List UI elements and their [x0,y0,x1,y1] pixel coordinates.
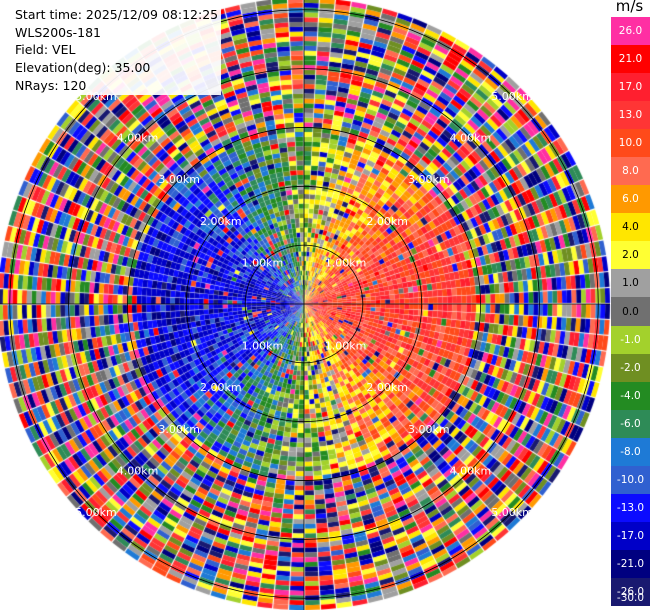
colorbar-tick-label: 21.0 [618,53,643,66]
range-ring-label: 4.00km [450,464,492,477]
colorbar-band [611,73,650,102]
colorbar-tick-label: -26.0 [616,585,645,598]
colorbar-band [611,17,650,46]
colorbar-tick-label: 6.0 [622,193,639,206]
colorbar-tick-label: 0.0 [622,305,639,318]
colorbar: 26.0 21.0 17.0 13.0 10.0 8.0 6.0 4.0 2.0 1.0 0.0 -1… [611,17,650,607]
colorbar-title: m/s [615,0,644,15]
colorbar-tick-label: 4.0 [622,221,639,234]
colorbar-tick-label: 8.0 [622,165,639,178]
colorbar-tick-label: 17.0 [618,81,643,94]
colorbar-band [611,493,650,523]
colorbar-tick-label: 1.0 [622,277,639,290]
range-ring-label: 4.00km [117,464,159,477]
field-text: Field: VEL [15,42,76,58]
range-ring-label: 1.00km [325,256,367,269]
colorbar-band [611,465,650,495]
colorbar-tick-label: -2.0 [620,361,641,374]
colorbar-band [611,101,650,130]
colorbar-tick-label: 13.0 [618,109,643,122]
colorbar-band [611,409,650,439]
elevation-text: Elevation(deg): 35.00 [15,60,151,76]
colorbar-band [611,129,650,158]
colorbar-band [611,241,650,270]
colorbar-band [611,549,650,579]
colorbar-tick-label: -4.0 [620,389,641,402]
range-ring-label: 2.00km [366,381,408,394]
range-ring-label: 1.00km [242,340,284,353]
range-ring-label: 5.00km [491,90,533,103]
colorbar-band [611,45,650,74]
colorbar-tick-label: 2.0 [622,249,639,262]
range-ring-label: 2.00km [200,381,242,394]
colorbar-band [611,521,650,551]
colorbar-band [611,577,650,607]
colorbar-tick-label: -6.0 [620,417,641,430]
start-time-text: Start time: 2025/12/09 08:12:25 [15,7,219,22]
colorbar-band [611,185,650,214]
colorbar-tick-label: -1.0 [620,333,641,346]
nrays-text: NRays: 120 [15,77,87,93]
range-ring-label: 1.00km [325,340,367,353]
colorbar-tick-label: -17.0 [616,529,645,542]
colorbar-band [611,269,650,298]
station-text: WLS200s-181 [15,24,101,40]
range-ring-label: 4.00km [450,132,492,145]
colorbar-band [611,437,650,467]
colorbar-tick-label: 26.0 [618,25,643,38]
range-ring-label: 2.00km [366,215,408,228]
colorbar-tick-label: -30.0 [616,592,645,604]
colorbar-tick-label: -10.0 [616,473,645,486]
colorbar-band [611,381,650,411]
colorbar-tick-label: -21.0 [616,557,645,570]
range-ring-label: 5.00km [491,506,533,519]
colorbar-tick-label: 10.0 [618,137,643,150]
colorbar-band [611,213,650,242]
range-ring-label: 2.00km [200,215,242,228]
range-ring-label: 3.00km [408,173,450,186]
info-panel: Start time: 2025/12/09 08:12:25 WLS200s-… [12,6,222,95]
colorbar-band [611,157,650,186]
colorbar-band [611,325,650,355]
colorbar-band [611,297,650,327]
colorbar-tick-label: -13.0 [616,501,645,514]
range-ring-label: 5.00km [75,506,117,519]
range-ring-label: 4.00km [117,132,159,145]
colorbar-band [611,353,650,383]
range-ring-label: 1.00km [242,256,284,269]
range-ring-label: 3.00km [158,173,200,186]
range-ring-label: 3.00km [408,423,450,436]
colorbar-tick-label: -8.0 [620,445,641,458]
range-ring-label: 3.00km [158,423,200,436]
